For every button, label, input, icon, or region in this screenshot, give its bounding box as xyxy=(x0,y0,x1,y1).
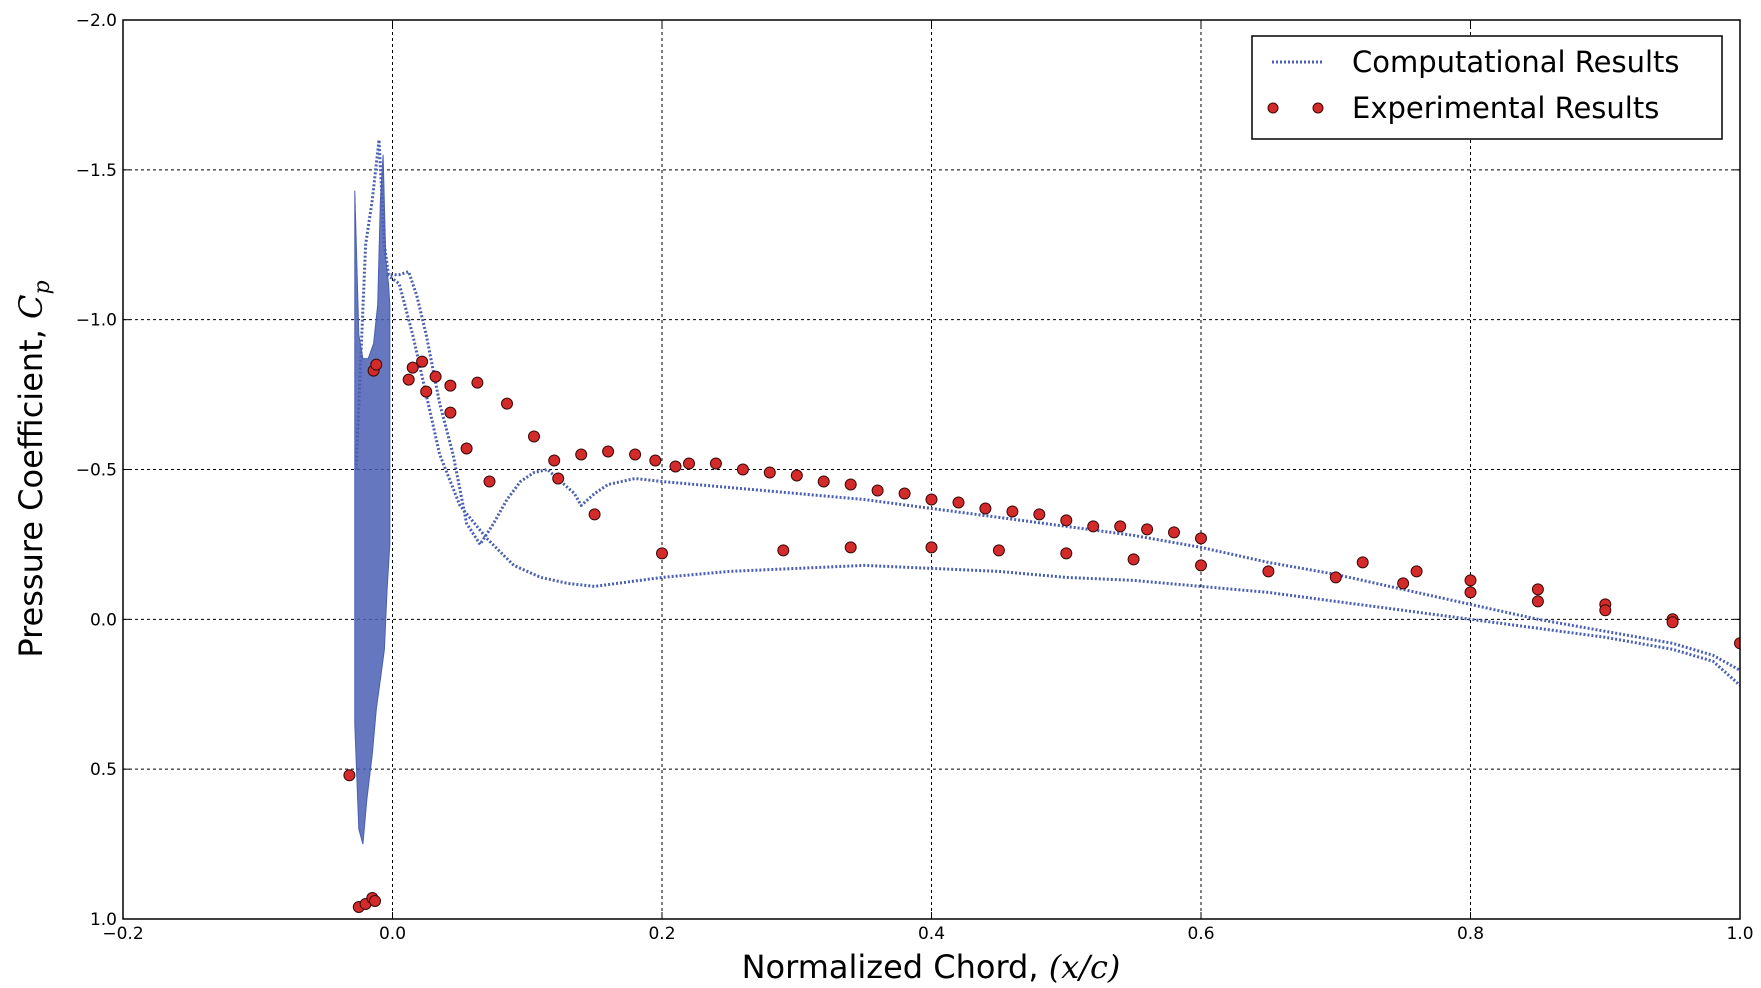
x-tick-label: 0.4 xyxy=(918,924,945,944)
experimental-point xyxy=(1397,577,1410,590)
legend-computational-label: Computational Results xyxy=(1352,45,1679,79)
experimental-point xyxy=(925,541,938,554)
experimental-point xyxy=(602,445,615,458)
experimental-point xyxy=(790,469,803,482)
experimental-point xyxy=(416,355,429,368)
x-axis-label: Normalized Chord, (x/c) xyxy=(742,948,1121,986)
computational-oscillation-band xyxy=(354,154,391,845)
experimental-point xyxy=(669,460,682,473)
x-tick-label: 0.8 xyxy=(1457,924,1484,944)
experimental-point xyxy=(763,466,776,479)
experimental-point xyxy=(844,478,857,491)
experimental-point xyxy=(817,475,830,488)
experimental-point xyxy=(429,370,442,383)
experimental-point xyxy=(501,397,513,410)
y-tick-label: 0.5 xyxy=(90,760,117,780)
experimental-point xyxy=(1060,514,1073,527)
experimental-point xyxy=(898,487,911,500)
experimental-point xyxy=(777,544,790,557)
legend-experimental-marker xyxy=(1312,102,1324,114)
experimental-point xyxy=(952,496,965,509)
experimental-point xyxy=(1410,565,1423,578)
experimental-point xyxy=(1195,559,1207,572)
legend-experimental-marker xyxy=(1267,102,1279,114)
y-tick-label: −1.0 xyxy=(76,311,117,331)
experimental-point xyxy=(420,385,433,398)
y-tick-label: 0.0 xyxy=(90,610,117,630)
experimental-point xyxy=(649,454,662,467)
x-tick-label: 0.2 xyxy=(648,924,675,944)
experimental-point xyxy=(1168,526,1180,539)
experimental-point xyxy=(1464,574,1477,587)
x-tick-label: 1.0 xyxy=(1726,924,1753,944)
experimental-results-series xyxy=(343,355,1740,913)
experimental-point xyxy=(1087,520,1100,533)
experimental-point xyxy=(1060,547,1073,560)
experimental-point xyxy=(1114,520,1127,533)
legend: Computational Results Experimental Resul… xyxy=(1251,35,1723,140)
experimental-point xyxy=(444,379,457,392)
experimental-point xyxy=(402,373,415,386)
axis-ticks: −0.2 0.0 0.2 0.4 0.6 0.8 1.0 −2.0 −1.5 −1.0 −0.5 0.… xyxy=(76,11,1754,944)
experimental-point xyxy=(575,448,588,461)
experimental-point xyxy=(1141,523,1154,536)
legend-box xyxy=(1251,35,1723,140)
x-tick-label: −0.2 xyxy=(102,924,143,944)
experimental-point xyxy=(1329,571,1342,584)
y-axis-label: Pressure Coefficient, Cp xyxy=(12,280,55,657)
computational-results-line xyxy=(386,273,1740,687)
experimental-point xyxy=(683,457,695,470)
experimental-point xyxy=(1599,604,1612,617)
experimental-point xyxy=(844,541,857,554)
experimental-point xyxy=(1531,583,1544,596)
experimental-point xyxy=(588,508,601,521)
experimental-point xyxy=(370,358,383,371)
experimental-point xyxy=(548,454,561,467)
experimental-point xyxy=(629,448,642,461)
experimental-point xyxy=(925,493,938,506)
experimental-point xyxy=(444,406,457,419)
y-tick-label: −2.0 xyxy=(76,11,117,31)
experimental-point xyxy=(1531,595,1544,608)
experimental-point xyxy=(528,430,540,443)
experimental-point xyxy=(1127,553,1140,566)
computational-results-series xyxy=(354,138,1740,687)
experimental-point xyxy=(709,457,722,470)
experimental-point xyxy=(1262,565,1275,578)
y-tick-label: −1.5 xyxy=(76,161,117,181)
y-tick-label: 1.0 xyxy=(90,910,117,930)
experimental-point xyxy=(471,376,484,389)
experimental-point xyxy=(736,463,749,476)
experimental-point xyxy=(460,442,473,455)
x-tick-label: 0.6 xyxy=(1187,924,1214,944)
x-tick-label: 0.0 xyxy=(379,924,406,944)
experimental-point xyxy=(992,544,1005,557)
experimental-point xyxy=(1734,637,1740,650)
plot-area xyxy=(343,138,1740,913)
experimental-point xyxy=(369,895,381,907)
experimental-point xyxy=(1033,508,1046,521)
legend-experimental-label: Experimental Results xyxy=(1352,91,1659,125)
experimental-point xyxy=(406,361,419,374)
experimental-point xyxy=(1006,505,1019,518)
experimental-point xyxy=(1195,532,1207,545)
experimental-point xyxy=(979,502,992,515)
experimental-point xyxy=(1464,586,1477,599)
experimental-point xyxy=(1356,556,1369,569)
experimental-point xyxy=(343,769,356,782)
computational-results-line xyxy=(354,138,1740,672)
experimental-point xyxy=(483,475,496,488)
experimental-point xyxy=(871,484,884,497)
y-tick-label: −0.5 xyxy=(76,461,117,481)
experimental-point xyxy=(1666,616,1679,629)
experimental-point xyxy=(552,472,565,485)
experimental-point xyxy=(656,547,668,560)
